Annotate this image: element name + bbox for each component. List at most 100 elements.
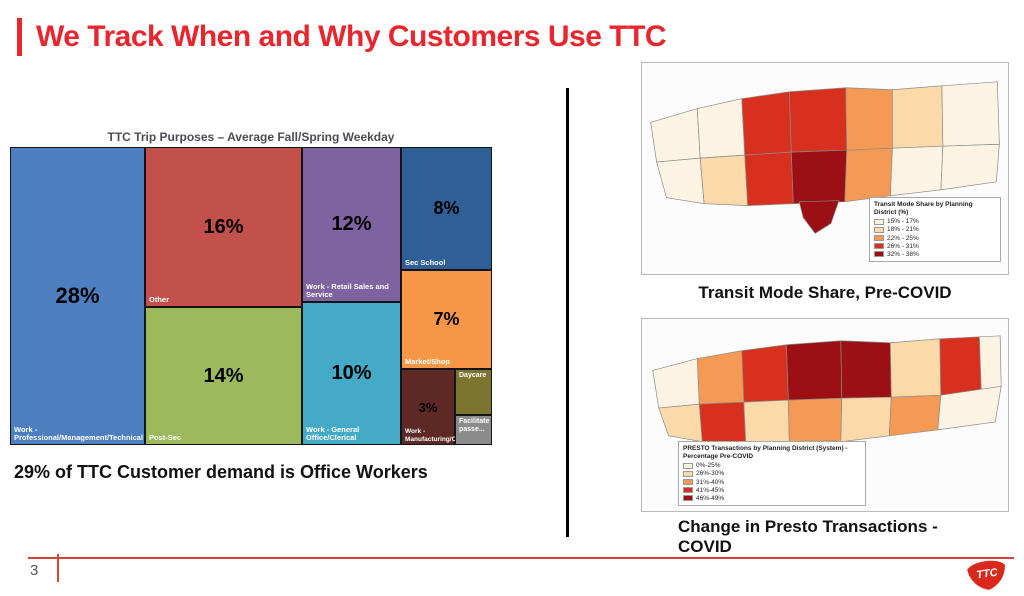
map-transit-mode-share: Transit Mode Share by Planning District … xyxy=(641,62,1009,275)
district xyxy=(743,399,790,445)
district xyxy=(840,396,892,443)
treemap-block-other: 16% Other xyxy=(145,147,302,307)
district xyxy=(889,338,942,398)
district-waterfront xyxy=(798,200,840,234)
vertical-divider xyxy=(566,88,569,537)
legend-title: PRESTO Transactions by Planning District… xyxy=(683,444,848,460)
treemap-block-facilitate: Facilitate passe... xyxy=(455,415,492,445)
treemap-block-work-professional: 28% Work - Professional/Management/Techn… xyxy=(10,147,145,445)
district xyxy=(650,108,701,163)
district xyxy=(840,340,892,399)
legend-label: 41%-45% xyxy=(696,486,725,494)
legend-row: 18% - 21% xyxy=(874,226,996,233)
footer-line xyxy=(28,557,1014,559)
district xyxy=(941,81,1000,147)
treemap-value: 10% xyxy=(331,362,372,384)
district xyxy=(658,403,703,443)
legend-row: 22% - 25% xyxy=(874,235,996,242)
treemap-block-post-sec: 14% Post-Sec xyxy=(145,307,302,445)
legend-row: 15% - 17% xyxy=(874,218,996,225)
treemap-label: Sec School xyxy=(405,258,446,268)
treemap-label: Other xyxy=(149,295,170,305)
district xyxy=(741,91,792,156)
treemap-title: TTC Trip Purposes – Average Fall/Spring … xyxy=(107,130,395,144)
legend-title: Transit Mode Share by Planning District … xyxy=(874,200,973,216)
legend-swatch xyxy=(683,487,693,494)
choropleth-map-transit xyxy=(650,81,1000,234)
treemap-label: Daycare xyxy=(459,372,487,379)
legend-label: 18% - 21% xyxy=(887,226,919,234)
legend-row: 26% - 31% xyxy=(874,243,996,250)
district xyxy=(696,350,745,405)
legend-label: 31%-40% xyxy=(696,478,725,486)
legend-row: 31%-40% xyxy=(683,479,861,486)
ttc-logo-icon: TTC xyxy=(967,560,1005,590)
map-caption-presto: Change in Presto Transactions - COVID xyxy=(678,517,938,557)
legend-row: 41%-45% xyxy=(683,487,861,494)
district xyxy=(696,98,746,159)
legend-label: 15% - 17% xyxy=(887,218,919,226)
treemap-caption: 29% of TTC Customer demand is Office Wor… xyxy=(14,462,428,482)
district xyxy=(888,394,942,437)
treemap-block-market-shop: 7% Market/Shop xyxy=(401,270,492,369)
treemap-label: Market/Shop xyxy=(405,357,451,367)
legend-row: 0%-25% xyxy=(683,462,861,469)
legend-label: 26%-30% xyxy=(696,470,725,478)
treemap-value: 14% xyxy=(203,364,244,387)
legend-label: 0%-25% xyxy=(696,462,721,470)
ttc-logo-shield xyxy=(967,560,1005,590)
district xyxy=(890,145,944,197)
treemap-value: 12% xyxy=(331,213,372,235)
legend-row: 32% - 38% xyxy=(874,251,996,258)
treemap-block-work-manufacturing: 3% Work - Manufacturing/Construction/Tra… xyxy=(401,369,515,445)
treemap-block-work-retail: 12% Work - Retail Sales and Service xyxy=(302,147,401,302)
district xyxy=(788,397,843,445)
treemap-chart: 28% Work - Professional/Management/Techn… xyxy=(10,147,515,445)
district xyxy=(940,143,1000,191)
legend-swatch xyxy=(683,471,693,477)
district xyxy=(744,151,794,207)
district xyxy=(845,87,893,151)
map-legend: Transit Mode Share by Planning District … xyxy=(869,196,1001,262)
treemap-label: Post-Sec xyxy=(149,433,182,443)
district xyxy=(844,147,893,203)
legend-label: 26% - 31% xyxy=(887,242,919,250)
district xyxy=(652,358,700,409)
legend-swatch xyxy=(683,462,693,469)
treemap-label: Work - General Office/Clerical xyxy=(306,424,360,443)
district xyxy=(979,335,1002,393)
title-accent-bar xyxy=(17,18,22,56)
legend-label: 46%-49% xyxy=(696,494,725,502)
legend-swatch xyxy=(874,218,884,225)
district xyxy=(939,336,982,396)
treemap-value: 16% xyxy=(203,215,244,238)
treemap-label: Work - Manufacturing/Construction/Trades xyxy=(405,428,515,442)
treemap-value: 3% xyxy=(418,399,438,415)
page-number: 3 xyxy=(30,562,39,579)
ttc-logo-text: TTC xyxy=(976,566,1000,581)
choropleth-map-presto xyxy=(652,335,1002,474)
footer-tick xyxy=(57,554,59,582)
district xyxy=(699,154,749,207)
legend-label: 32% - 38% xyxy=(887,250,919,258)
slide-title: We Track When and Why Customers Use TTC xyxy=(36,20,667,53)
legend-swatch xyxy=(874,235,884,242)
treemap-block-daycare: Daycare xyxy=(455,369,492,415)
legend-row: 46%-49% xyxy=(683,495,861,502)
treemap-block-sec-school: 8% Sec School xyxy=(401,147,492,270)
map-legend: PRESTO Transactions by Planning District… xyxy=(678,440,866,506)
district xyxy=(790,149,848,205)
district xyxy=(656,157,705,205)
district xyxy=(892,85,944,149)
map-caption-transit: Transit Mode Share, Pre-COVID xyxy=(698,283,952,302)
district xyxy=(937,385,1002,431)
legend-swatch xyxy=(874,227,884,233)
legend-row: 26%-30% xyxy=(683,470,861,477)
legend-swatch xyxy=(874,251,884,258)
treemap-label: Work - Retail Sales and Service xyxy=(306,281,389,300)
legend-swatch xyxy=(874,243,884,250)
treemap-label: Facilitate passe... xyxy=(459,418,490,434)
treemap-value: 8% xyxy=(433,198,460,218)
treemap-value: 7% xyxy=(433,309,460,329)
